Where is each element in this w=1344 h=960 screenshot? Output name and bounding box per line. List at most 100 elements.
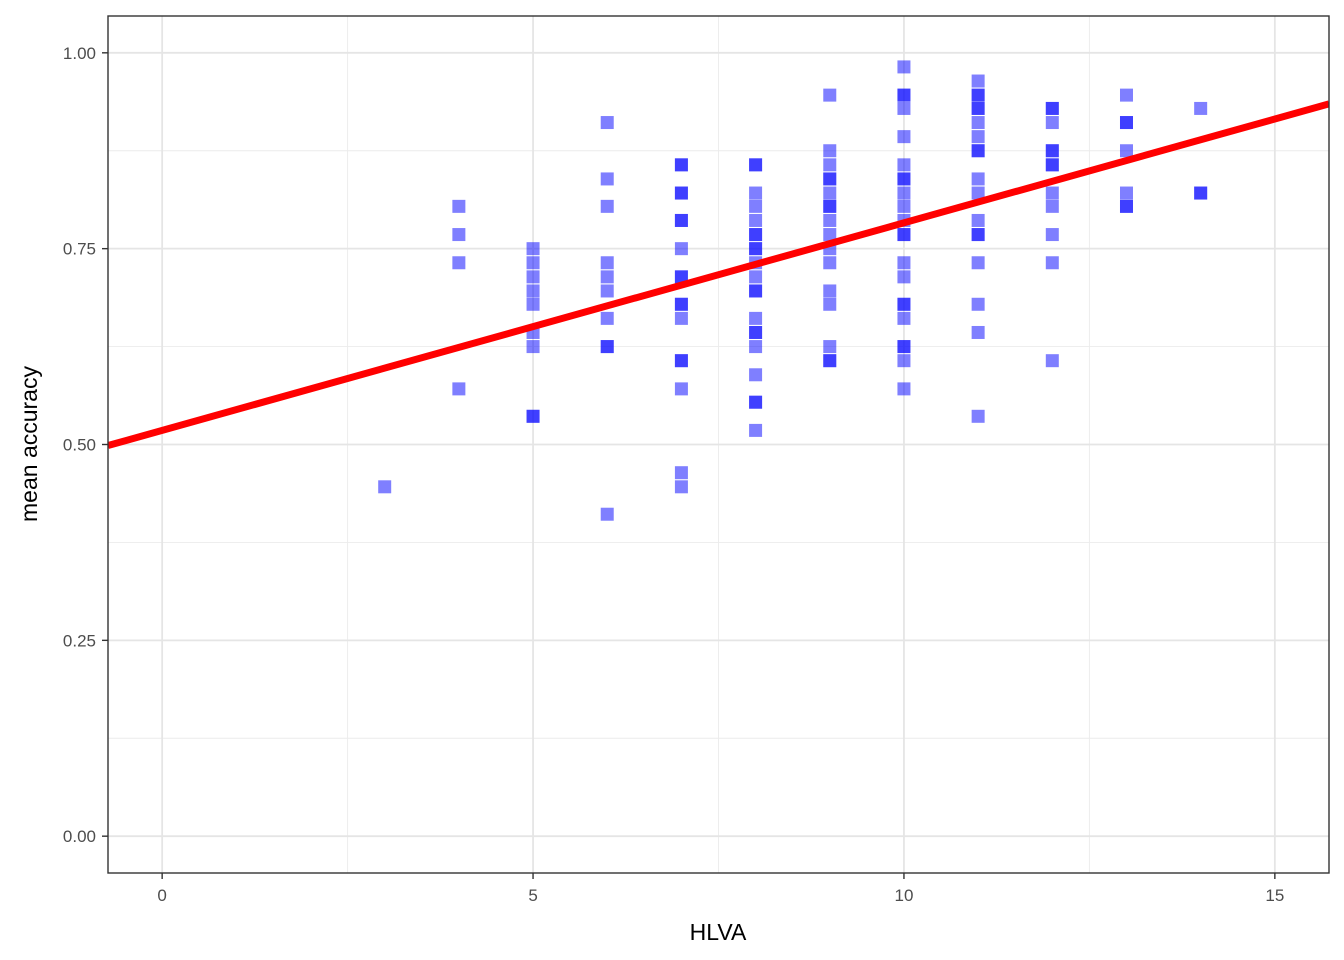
data-point <box>1045 101 1059 115</box>
data-point <box>971 74 985 88</box>
data-point <box>452 382 466 396</box>
data-point <box>971 213 985 227</box>
data-point <box>749 158 763 172</box>
data-point <box>1194 186 1208 200</box>
data-point <box>971 186 985 200</box>
x-axis-title: HLVA <box>690 919 747 945</box>
data-point <box>674 480 688 494</box>
x-axis: 0 5 10 15 <box>157 873 1284 905</box>
data-point <box>600 507 614 521</box>
data-point <box>674 186 688 200</box>
y-tick-label: 0.25 <box>63 631 96 650</box>
data-point <box>749 423 763 437</box>
data-point <box>823 256 837 270</box>
data-point <box>600 311 614 325</box>
data-point <box>526 242 540 256</box>
data-point <box>971 325 985 339</box>
data-point <box>897 297 911 311</box>
y-tick-label: 1.00 <box>63 44 96 63</box>
data-point <box>897 354 911 368</box>
data-point <box>1119 199 1133 213</box>
data-point <box>600 284 614 298</box>
y-tick-label: 0.75 <box>63 240 96 259</box>
data-point <box>674 382 688 396</box>
data-point <box>823 297 837 311</box>
data-point <box>749 340 763 354</box>
data-point <box>1045 199 1059 213</box>
data-point <box>526 340 540 354</box>
data-point <box>971 228 985 242</box>
data-point <box>823 284 837 298</box>
data-point <box>600 340 614 354</box>
data-point <box>897 199 911 213</box>
data-point <box>749 199 763 213</box>
data-point <box>897 228 911 242</box>
data-point <box>526 284 540 298</box>
data-point <box>823 172 837 186</box>
data-point <box>1119 144 1133 158</box>
data-point <box>674 354 688 368</box>
data-point <box>971 172 985 186</box>
regression-line-group <box>108 100 1329 449</box>
data-point <box>823 213 837 227</box>
data-point <box>674 270 688 284</box>
data-point <box>526 297 540 311</box>
data-point <box>897 186 911 200</box>
data-point <box>897 101 911 115</box>
data-point <box>749 270 763 284</box>
data-point <box>749 228 763 242</box>
data-point <box>674 297 688 311</box>
data-point <box>823 199 837 213</box>
data-point <box>1045 228 1059 242</box>
data-point <box>1045 256 1059 270</box>
data-point <box>823 88 837 102</box>
data-point <box>971 297 985 311</box>
data-point <box>897 256 911 270</box>
y-tick-label: 0.00 <box>63 827 96 846</box>
x-tick-label: 15 <box>1265 886 1284 905</box>
data-point <box>749 242 763 256</box>
data-point <box>897 130 911 144</box>
data-point <box>749 368 763 382</box>
regression-line <box>108 100 1329 449</box>
data-point <box>971 101 985 115</box>
data-point <box>1045 354 1059 368</box>
y-axis: 0.00 0.25 0.50 0.75 1.00 <box>63 44 108 846</box>
data-point <box>823 186 837 200</box>
data-point <box>1194 101 1208 115</box>
data-point <box>897 88 911 102</box>
x-tick-label: 5 <box>528 886 537 905</box>
data-point <box>971 144 985 158</box>
data-point <box>823 228 837 242</box>
y-axis-title: mean accuracy <box>16 366 42 522</box>
data-point <box>600 172 614 186</box>
x-tick-label: 10 <box>894 886 913 905</box>
data-point <box>1045 186 1059 200</box>
data-point <box>600 116 614 130</box>
y-tick-label: 0.50 <box>63 436 96 455</box>
major-gridlines <box>108 16 1329 873</box>
data-point <box>1045 158 1059 172</box>
data-point <box>526 409 540 423</box>
data-point <box>749 186 763 200</box>
data-point <box>823 340 837 354</box>
data-point <box>674 213 688 227</box>
x-tick-label: 0 <box>157 886 166 905</box>
data-point <box>749 213 763 227</box>
data-point <box>1119 186 1133 200</box>
data-point <box>897 158 911 172</box>
data-point <box>897 340 911 354</box>
data-point <box>897 311 911 325</box>
data-point <box>452 256 466 270</box>
data-point <box>526 256 540 270</box>
data-point <box>1045 144 1059 158</box>
data-point <box>971 130 985 144</box>
data-point <box>1045 116 1059 130</box>
data-point <box>674 242 688 256</box>
data-point <box>971 409 985 423</box>
data-point <box>823 354 837 368</box>
data-point <box>897 60 911 74</box>
data-point <box>749 284 763 298</box>
data-point <box>1119 116 1133 130</box>
